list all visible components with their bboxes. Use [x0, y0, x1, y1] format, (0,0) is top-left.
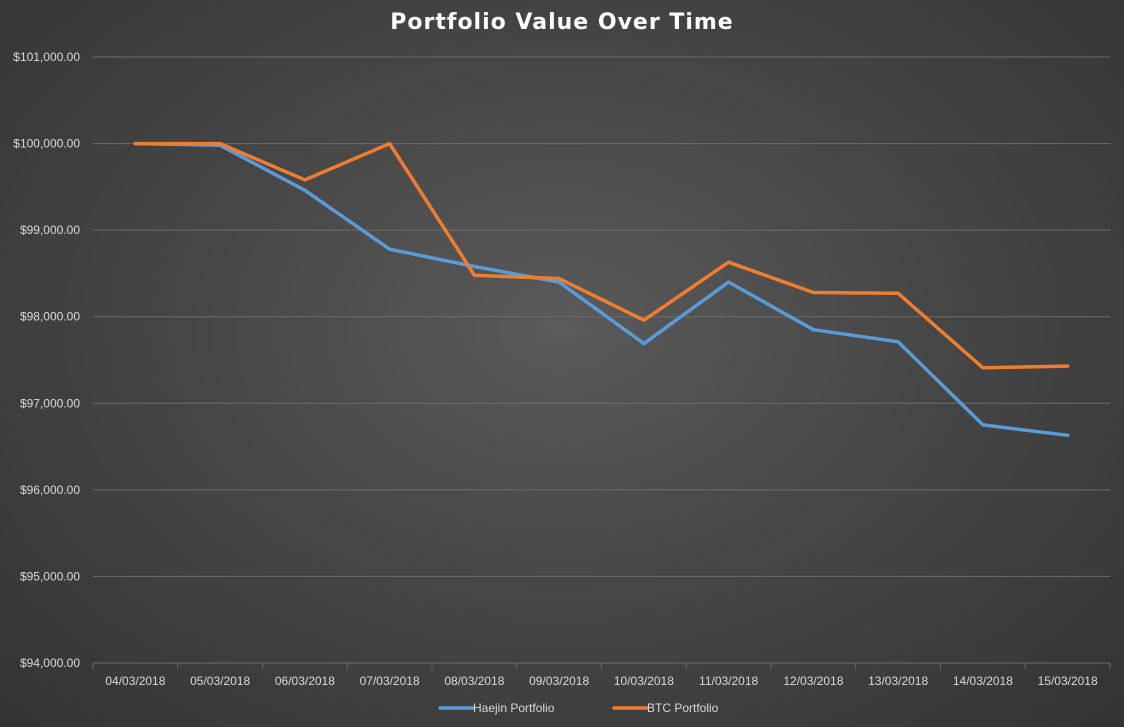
series-line-btc-portfolio[interactable] — [133, 141, 1070, 370]
x-tick-label: 13/03/2018 — [868, 674, 928, 688]
y-tick-label: $95,000.00 — [20, 569, 80, 583]
gridlines — [93, 56, 1110, 664]
legend-label: BTC Portfolio — [647, 701, 719, 715]
chart-title: Portfolio Value Over Time — [390, 10, 734, 35]
y-tick-label: $97,000.00 — [20, 396, 80, 410]
x-tick-label: 12/03/2018 — [783, 674, 843, 688]
x-tick-label: 05/03/2018 — [190, 674, 250, 688]
y-tick-label: $96,000.00 — [20, 483, 80, 497]
y-tick-label: $98,000.00 — [20, 310, 80, 324]
x-axis-ticks: 04/03/2018 05/03/2018 06/03/2018 07/03/2018… — [92, 663, 1111, 688]
x-tick-label: 11/03/2018 — [699, 674, 758, 688]
legend[interactable]: Haejin Portfolio BTC Portfolio — [438, 701, 719, 715]
x-tick-label: 04/03/2018 — [105, 674, 165, 688]
y-axis-ticks: $94,000.00 $95,000.00 $96,000.00 $97,000.00… — [13, 50, 80, 670]
legend-item-haejin-portfolio[interactable]: Haejin Portfolio — [438, 701, 555, 715]
series-line-haejin-portfolio[interactable] — [133, 141, 1070, 438]
legend-item-btc-portfolio[interactable]: BTC Portfolio — [612, 701, 719, 715]
x-tick-label: 09/03/2018 — [529, 674, 589, 688]
x-tick-label: 06/03/2018 — [275, 674, 335, 688]
x-tick-label: 10/03/2018 — [614, 674, 674, 688]
y-tick-label: $94,000.00 — [20, 656, 80, 670]
y-tick-label: $100,000.00 — [13, 137, 80, 151]
y-tick-label: $99,000.00 — [20, 223, 80, 237]
legend-label: Haejin Portfolio — [473, 701, 555, 715]
x-tick-label: 07/03/2018 — [360, 674, 420, 688]
x-tick-label: 15/03/2018 — [1038, 674, 1098, 688]
series-lines — [133, 141, 1070, 438]
x-tick-label: 08/03/2018 — [444, 674, 504, 688]
x-tick-label: 14/03/2018 — [953, 674, 1013, 688]
y-tick-label: $101,000.00 — [13, 50, 80, 64]
